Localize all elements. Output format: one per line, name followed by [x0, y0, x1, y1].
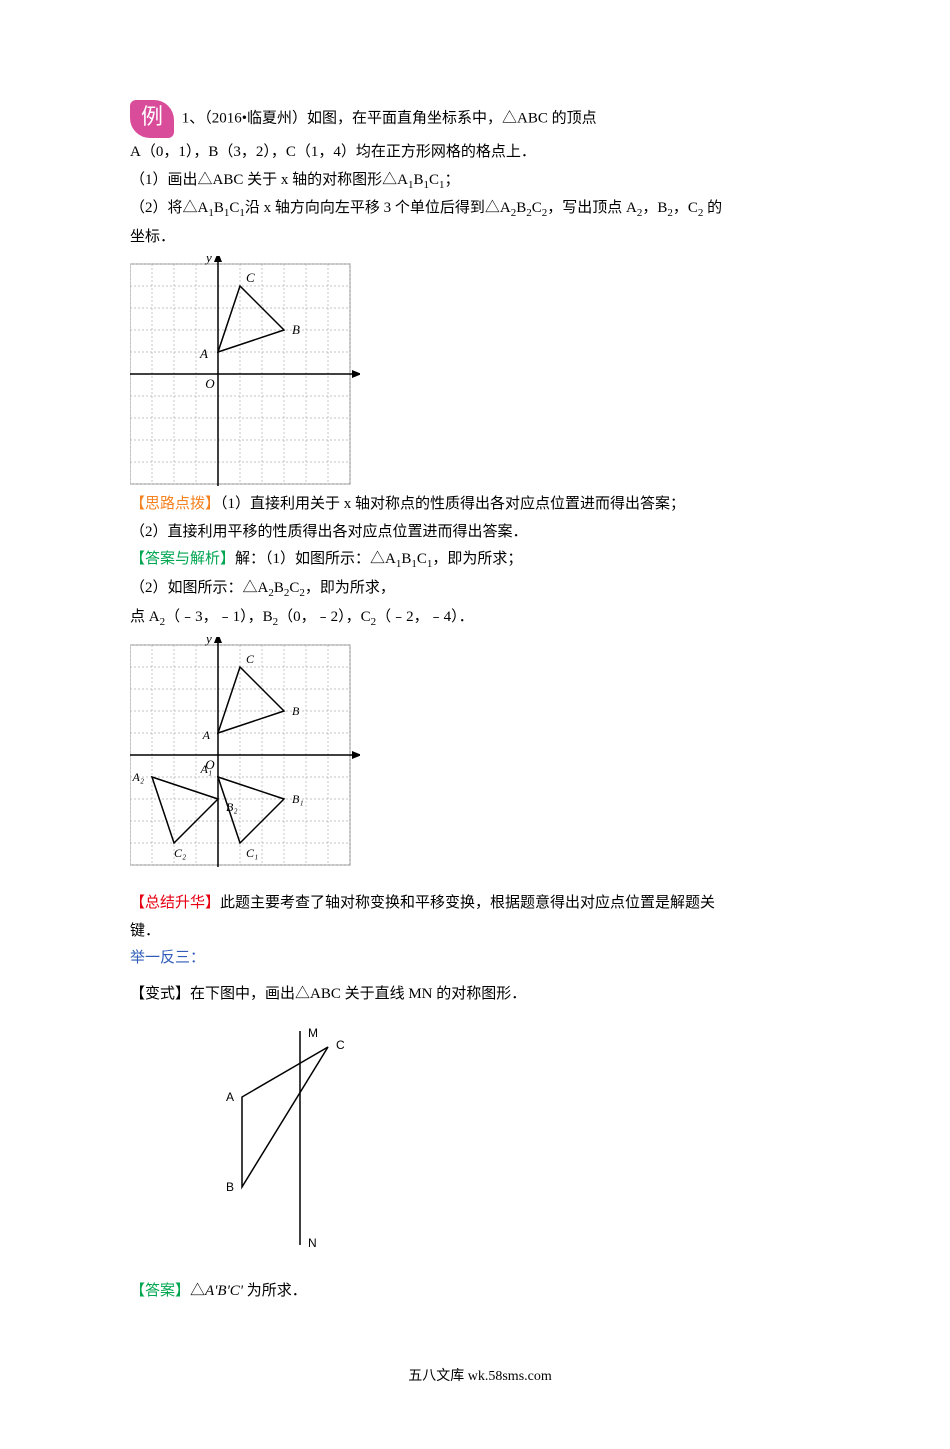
final-answer: 【答案】△A'B'C' 为所求． [130, 1279, 830, 1305]
figure-3: M N A B C [210, 1013, 830, 1263]
svg-text:y: y [204, 256, 212, 265]
figure-1: xyOABC [130, 256, 830, 488]
svg-text:A: A [202, 728, 211, 742]
hint-line-2: （2）直接利用平移的性质得出各对应点位置进而得出答案． [130, 520, 830, 546]
svg-text:A₂: A₂ [131, 770, 144, 784]
answer-line-2: （2）如图所示：△A2B2C2，即为所求， [130, 576, 830, 603]
answer-line-1: 【答案与解析】解：（1）如图所示：△A1B1C1，即为所求； [130, 547, 830, 574]
final-answer-label: 【答案】 [130, 1283, 190, 1299]
summary-label: 【总结升华】 [130, 895, 220, 911]
text: 1、（2016•临夏州）如图，在平面直角坐标系中，△ABC 的顶点 [182, 110, 597, 126]
page-footer: 五八文库 wk.58sms.com [130, 1365, 830, 1389]
svg-text:N: N [308, 1236, 317, 1250]
svg-text:A: A [199, 346, 208, 361]
problem-line-1: 例 1、（2016•临夏州）如图，在平面直角坐标系中，△ABC 的顶点 [130, 100, 830, 138]
hint-label: 【思路点拨】 [130, 496, 220, 512]
summary-line-1: 【总结升华】此题主要考查了轴对称变换和平移变换，根据题意得出对应点位置是解题关 [130, 891, 830, 917]
example-badge: 例 [130, 100, 174, 138]
svg-text:A: A [226, 1090, 234, 1104]
hint-line-1: 【思路点拨】（1）直接利用关于 x 轴对称点的性质得出各对应点位置进而得出答案； [130, 492, 830, 518]
problem-line-2: A（0，1），B（3，2），C（1，4）均在正方形网格的格点上． [130, 140, 830, 166]
answer-label: 【答案与解析】 [130, 551, 235, 567]
svg-text:C: C [336, 1038, 345, 1052]
summary-line-2: 键． [130, 919, 830, 945]
answer-line-3: 点 A2（﹣3，﹣1），B2（0，﹣2），C2（﹣2，﹣4）． [130, 605, 830, 632]
problem-line-4: （2）将△A1B1C1沿 x 轴方向向左平移 3 个单位后得到△A2B2C2，写… [130, 196, 830, 223]
svg-text:M: M [308, 1026, 318, 1040]
problem-line-5: 坐标． [130, 225, 830, 251]
svg-text:B: B [226, 1180, 234, 1194]
svg-text:O: O [205, 376, 215, 391]
problem-line-3: （1）画出△ABC 关于 x 轴的对称图形△A1B1C1； [130, 168, 830, 195]
svg-text:C: C [246, 270, 255, 285]
svg-text:B: B [292, 704, 300, 718]
svg-text:C: C [246, 652, 255, 666]
figure-2: xyOABCA₁B₁C₁A₂B₂C₂ [130, 637, 830, 887]
svg-text:y: y [204, 637, 212, 646]
svg-text:C₁: C₁ [246, 846, 258, 860]
svg-text:B: B [292, 322, 300, 337]
svg-text:B₂: B₂ [226, 800, 238, 814]
svg-text:B₁: B₁ [292, 792, 304, 806]
svg-text:A₁: A₁ [199, 762, 212, 776]
extension-label: 举一反三： [130, 946, 830, 972]
variant-text: 【变式】在下图中，画出△ABC 关于直线 MN 的对称图形． [130, 982, 830, 1008]
svg-text:C₂: C₂ [174, 846, 186, 860]
